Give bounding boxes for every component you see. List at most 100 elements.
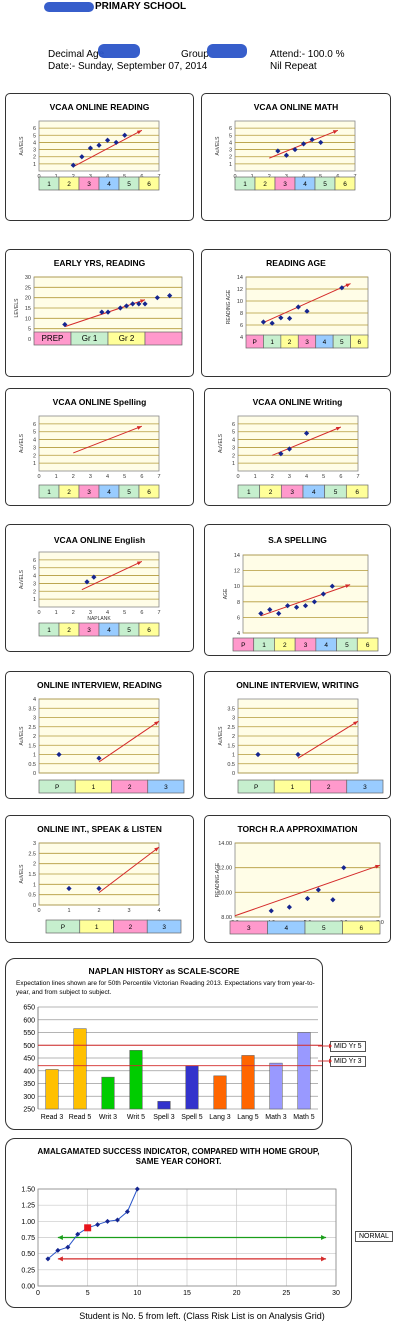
chart-c10: 0 0.5 1 1.5 2 2.5 3 3.5 AuVELS P 1 2 3 bbox=[218, 698, 384, 794]
data-point bbox=[134, 1186, 140, 1192]
y-axis-label: AuVELS bbox=[215, 136, 221, 156]
data-point bbox=[113, 139, 119, 146]
normal-band-arrowhead bbox=[321, 1235, 327, 1240]
trend-line bbox=[263, 283, 351, 324]
y-tick-label: 5 bbox=[28, 327, 31, 333]
trend-line bbox=[272, 426, 342, 456]
x-tick-label: 7 bbox=[157, 610, 160, 616]
level-label: PREP bbox=[42, 334, 64, 343]
data-point bbox=[276, 610, 282, 617]
x-tick-label: 0 bbox=[36, 1290, 40, 1297]
x-tick-label: 1 bbox=[254, 474, 257, 480]
data-point bbox=[105, 309, 111, 315]
bar bbox=[101, 1076, 115, 1110]
trend-line bbox=[260, 584, 351, 617]
data-point bbox=[302, 603, 309, 609]
x-tick-label: 3 bbox=[288, 474, 291, 480]
level-label: 3 bbox=[87, 181, 91, 188]
y-tick-label: 2.5 bbox=[227, 725, 235, 731]
level-label: P bbox=[253, 339, 257, 346]
x-tick-label: 2 bbox=[97, 908, 100, 914]
redaction-scribble bbox=[98, 44, 140, 58]
y-tick-label: 2 bbox=[33, 862, 36, 868]
data-point bbox=[304, 308, 310, 314]
x-tick-label: 2 bbox=[72, 610, 75, 616]
y-tick-label: 4 bbox=[33, 140, 36, 146]
x-tick-label: 4 bbox=[305, 474, 308, 480]
chart-title: VCAA ONLINE Writing bbox=[252, 397, 343, 407]
bar bbox=[45, 1069, 59, 1110]
data-point bbox=[79, 154, 85, 160]
plot-area bbox=[234, 842, 381, 918]
level-label: 1 bbox=[47, 627, 51, 634]
level-label: 1 bbox=[262, 642, 266, 649]
data-point bbox=[75, 1231, 81, 1237]
decimal-age-label: Decimal Age bbox=[48, 49, 105, 60]
trend-line bbox=[98, 846, 160, 893]
y-tick-label: 10 bbox=[234, 584, 240, 590]
amalgamated-chart: 0.00 0.25 0.50 0.75 1.00 1.25 1.50 0 5 10 15 20 25 30 bbox=[21, 1186, 340, 1297]
y-tick-label: 12.00 bbox=[218, 866, 232, 872]
level-label: 2 bbox=[67, 627, 71, 634]
y-tick-label: 2.5 bbox=[28, 725, 36, 731]
level-label: 3 bbox=[363, 784, 367, 791]
trend-arrowhead bbox=[332, 130, 338, 134]
x-tick-label: 5 bbox=[123, 474, 126, 480]
x-tick-label: 6 bbox=[140, 610, 143, 616]
level-label: 4 bbox=[107, 489, 111, 496]
level-label: 2 bbox=[67, 181, 71, 188]
data-point bbox=[283, 152, 290, 158]
x-tick-label: 30 bbox=[332, 1290, 340, 1297]
level-label: 2 bbox=[269, 489, 273, 496]
chart-panel-c7: VCAA ONLINE English 1 2 3 4 5 6 0 1 2 3 4 5 6 7 AuVELS… bbox=[5, 524, 194, 652]
data-point bbox=[341, 865, 347, 871]
date-value: Date:- Sunday, September 07, 2014 bbox=[48, 61, 208, 72]
y-axis-label: READING AGE bbox=[226, 289, 232, 324]
x-tick-label: 1 bbox=[55, 474, 58, 480]
y-tick-label: 250 bbox=[23, 1107, 35, 1114]
x-tick-label: 3 bbox=[127, 908, 130, 914]
data-point bbox=[293, 604, 300, 610]
chart-title: ONLINE INT., SPEAK & LISTEN bbox=[37, 824, 162, 834]
y-tick-label: 20 bbox=[25, 296, 31, 302]
level-label: 6 bbox=[147, 489, 151, 496]
x-tick-label: 5 bbox=[322, 474, 325, 480]
level-label: 3 bbox=[87, 489, 91, 496]
y-tick-label: 30 bbox=[25, 275, 31, 281]
data-point bbox=[292, 146, 298, 153]
bar bbox=[241, 1055, 255, 1110]
y-tick-label: 3.5 bbox=[28, 706, 36, 712]
y-tick-label: 1 bbox=[232, 753, 235, 759]
y-tick-label: 6 bbox=[240, 323, 243, 329]
y-tick-label: 15 bbox=[25, 306, 31, 312]
trend-arrowhead bbox=[345, 584, 351, 588]
chart-panel-c8: S.A SPELLING 4 6 8 10 12 14 AGE P 1 2 3 4 5 6 bbox=[204, 524, 391, 656]
data-point bbox=[268, 908, 274, 914]
level-label: 4 bbox=[303, 181, 307, 188]
y-tick-label: 0.00 bbox=[21, 1284, 35, 1291]
trend-arrowhead bbox=[335, 426, 341, 431]
level-label: 4 bbox=[284, 925, 288, 932]
data-point bbox=[70, 162, 76, 168]
level-label: 3 bbox=[162, 924, 166, 931]
y-tick-label: 1 bbox=[33, 461, 36, 467]
data-point bbox=[286, 446, 293, 452]
x-tick-label: Read 5 bbox=[69, 1114, 92, 1121]
x-axis-label: NAPLANK bbox=[87, 616, 111, 622]
y-tick-label: 6 bbox=[229, 126, 232, 132]
x-tick-label: 1 bbox=[67, 908, 70, 914]
x-tick-label: 0 bbox=[236, 474, 239, 480]
level-label: 6 bbox=[366, 642, 370, 649]
level-cell bbox=[356, 637, 379, 652]
level-label: 4 bbox=[323, 339, 327, 346]
y-axis-label: LEVELS bbox=[14, 298, 20, 318]
level-label: 1 bbox=[47, 181, 51, 188]
footer-note: Student is No. 5 from left. (Class Risk … bbox=[79, 1311, 325, 1321]
level-label: 5 bbox=[340, 339, 344, 346]
risk-band-arrowhead bbox=[57, 1256, 63, 1262]
level-label: 4 bbox=[324, 642, 328, 649]
chart-title: VCAA ONLINE English bbox=[53, 535, 146, 545]
y-tick-label: 500 bbox=[23, 1043, 35, 1050]
